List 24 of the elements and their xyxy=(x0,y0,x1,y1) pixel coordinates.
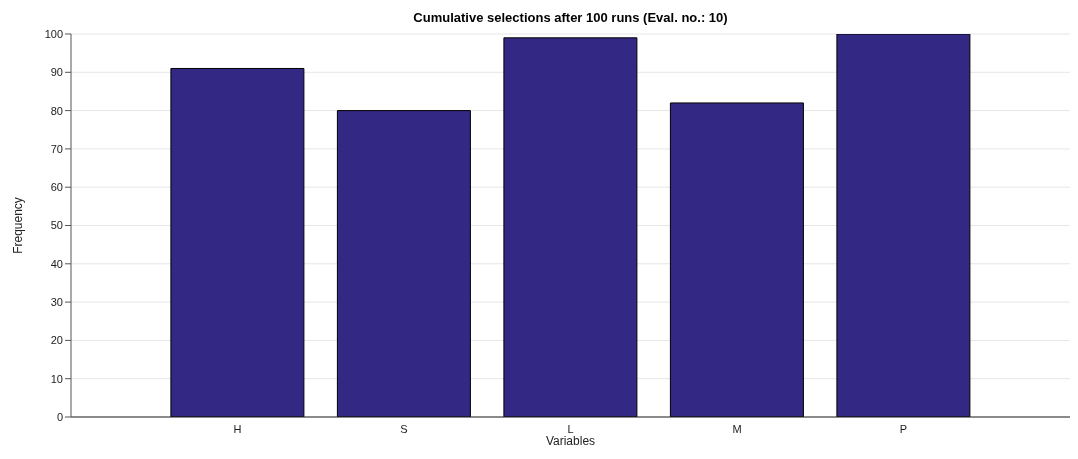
x-tick-label: P xyxy=(899,422,908,435)
x-axis-title: Variables xyxy=(545,434,596,448)
y-tick-label: 10 xyxy=(50,372,63,385)
chart-title: Cumulative selections after 100 runs (Eval. no.: 10) xyxy=(412,10,729,25)
y-tick-label: 30 xyxy=(50,296,63,309)
y-tick-label: 70 xyxy=(50,142,63,155)
x-tick-label: H xyxy=(233,422,242,435)
y-tick-label: 40 xyxy=(50,257,63,270)
bar xyxy=(170,67,305,417)
bar xyxy=(669,102,804,417)
y-tick-label: 0 xyxy=(56,410,63,423)
bar xyxy=(836,34,971,417)
y-tick-label: 100 xyxy=(44,27,63,40)
bar xyxy=(503,37,638,417)
y-tick-label: 90 xyxy=(50,66,63,79)
y-tick-label: 80 xyxy=(50,104,63,117)
y-tick-label: 60 xyxy=(50,181,63,194)
x-tick-label: L xyxy=(567,422,574,435)
y-tick-label: 20 xyxy=(50,334,63,347)
bar xyxy=(336,110,471,417)
x-tick-label: S xyxy=(400,422,408,435)
y-tick-label: 50 xyxy=(50,219,63,232)
y-axis-title: Frequency xyxy=(11,197,26,254)
x-tick-label: M xyxy=(732,422,742,435)
